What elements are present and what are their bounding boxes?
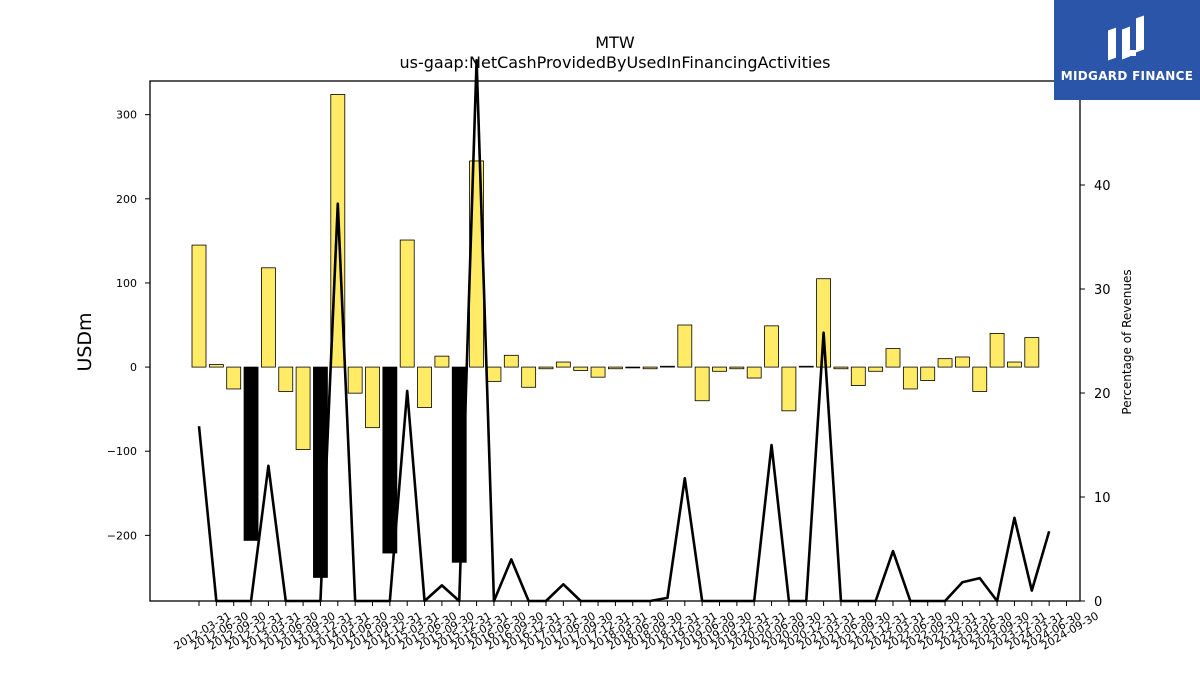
bar <box>347 366 363 394</box>
bar <box>660 365 675 368</box>
bar <box>625 366 641 369</box>
bar <box>989 333 1005 368</box>
y-right-tick-label: 30 <box>1094 283 1111 298</box>
bar <box>712 366 727 372</box>
y-axis-right: 0 10 20 30 40 <box>1080 179 1111 610</box>
bar <box>417 366 432 408</box>
y-axis-left: −200 −100 0 100 200 300 <box>107 109 150 542</box>
bar <box>486 366 502 382</box>
bar <box>590 366 606 378</box>
bar <box>278 366 294 392</box>
bar <box>798 365 814 368</box>
bar <box>1007 361 1022 368</box>
bar <box>850 366 866 386</box>
bar <box>243 366 259 541</box>
bar <box>746 366 762 379</box>
bar <box>937 358 953 368</box>
y-axis-right-label: Percentage of Revenues <box>1120 269 1134 414</box>
plot-frame <box>149 80 1081 602</box>
chart-title: MTW <box>595 33 635 52</box>
y-right-tick-label: 0 <box>1094 595 1102 610</box>
bar <box>382 366 398 554</box>
bar <box>972 366 988 392</box>
bar <box>1024 337 1040 368</box>
bar <box>781 366 797 412</box>
x-axis: 2012-03-312012-06-302012-09-302012-12-31… <box>172 601 1101 653</box>
bar <box>885 348 901 368</box>
y-axis-label: USDm <box>74 312 96 371</box>
y-tick-label: 100 <box>116 277 137 290</box>
bar <box>868 366 884 372</box>
bar <box>538 366 554 370</box>
bar <box>920 366 936 381</box>
logo-text: MIDGARD FINANCE <box>1060 69 1194 83</box>
y-right-tick-label: 40 <box>1094 179 1111 194</box>
bar <box>521 366 537 388</box>
bar <box>729 366 745 370</box>
bar <box>503 354 519 368</box>
bar <box>555 361 571 368</box>
bar <box>295 366 311 450</box>
y-right-tick-label: 10 <box>1094 491 1111 506</box>
bar <box>573 366 589 371</box>
bar <box>816 278 831 368</box>
y-tick-label: 300 <box>116 109 137 122</box>
y-tick-label: −200 <box>107 529 137 542</box>
bar <box>208 364 224 368</box>
bar-series <box>191 94 1040 578</box>
bar <box>694 366 710 402</box>
bar <box>955 356 970 368</box>
bar <box>399 239 415 368</box>
bar <box>764 325 779 368</box>
bar <box>902 366 918 390</box>
bar <box>642 366 658 370</box>
bar <box>434 355 450 368</box>
bar <box>191 244 207 368</box>
y-tick-label: −100 <box>107 445 137 458</box>
midgard-finance-logo: MIDGARD FINANCE <box>1054 0 1200 100</box>
y-tick-label: 0 <box>130 361 137 374</box>
bar <box>260 267 276 368</box>
bar <box>833 366 849 370</box>
bar <box>365 366 380 429</box>
bar <box>677 324 693 368</box>
chart-subtitle: us-gaap:NetCashProvidedByUsedInFinancing… <box>399 53 830 72</box>
y-tick-label: 200 <box>116 193 137 206</box>
logo-mark-icon <box>1108 15 1144 61</box>
y-right-tick-label: 20 <box>1094 387 1111 402</box>
bar <box>226 366 242 390</box>
bar <box>608 366 623 370</box>
